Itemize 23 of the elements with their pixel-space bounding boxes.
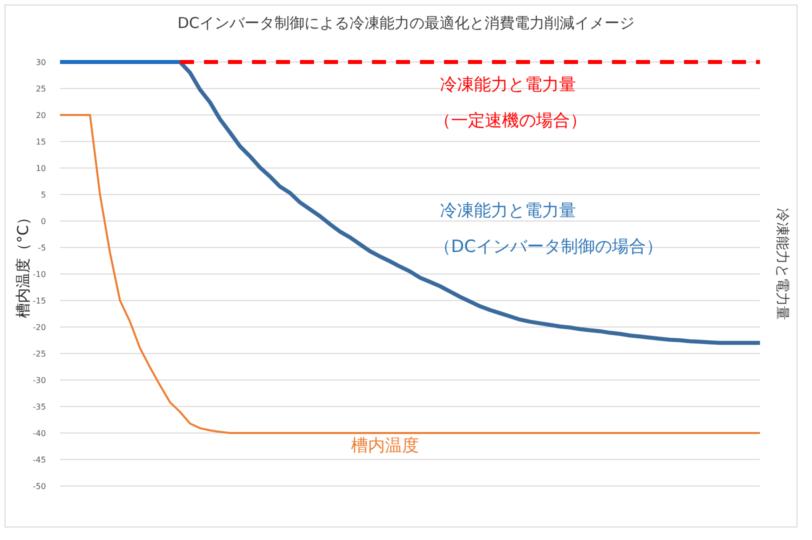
y-tick-label: -35 <box>32 402 46 412</box>
series-label: 冷凍能力と電力量（DCインバータ制御の場合） <box>434 201 663 258</box>
y-tick-label: 5 <box>40 190 46 200</box>
y-tick-label: 20 <box>36 111 46 120</box>
y2-axis-title: 冷凍能力と電力量 <box>774 208 790 320</box>
chart-title: DCインバータ制御による冷凍能力の最適化と消費電力削減イメージ <box>177 14 635 32</box>
y-tick-label: 0 <box>40 217 46 226</box>
y-tick-label: -20 <box>32 323 46 332</box>
y-tick-label: -40 <box>32 429 46 438</box>
y-axis-title: 槽内温度（°C） <box>14 210 32 318</box>
y-tick-label: -15 <box>32 296 46 306</box>
y-tick-label: -50 <box>32 482 46 491</box>
y-tick-label: -30 <box>32 376 46 385</box>
y-tick-label: 10 <box>36 164 46 173</box>
y-tick-label: -25 <box>32 350 46 358</box>
y-tick-label: -10 <box>32 270 46 279</box>
y-tick-label: 15 <box>36 138 46 146</box>
series-label: 槽内温度 <box>351 436 419 456</box>
series-label: 冷凍能力と電力量（一定速機の場合） <box>434 75 587 131</box>
y-tick-label: -5 <box>38 244 46 252</box>
y-tick-label: 30 <box>36 58 46 67</box>
y-tick-label: 25 <box>36 84 46 94</box>
y-tick-label: -45 <box>32 456 46 464</box>
